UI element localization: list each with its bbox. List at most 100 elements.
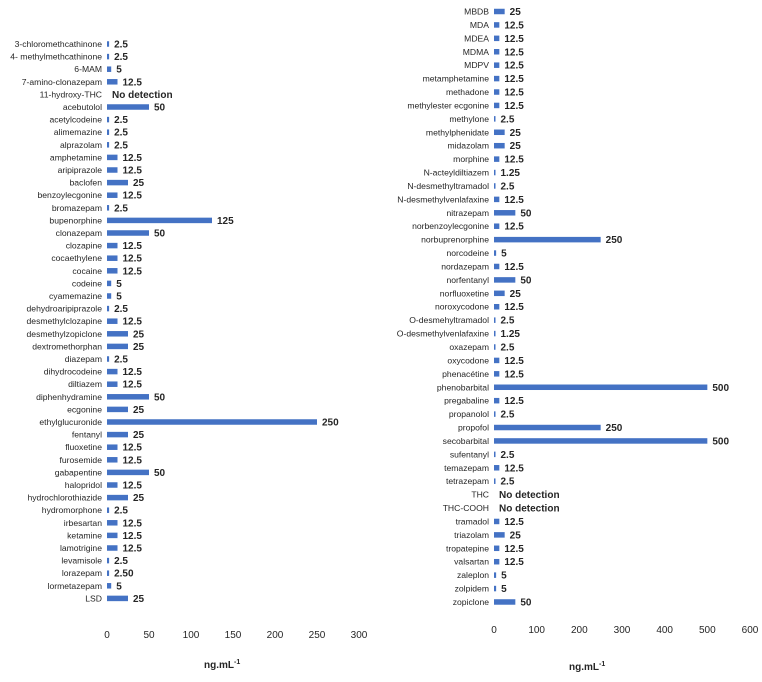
- right-data-label: 12.5: [504, 101, 524, 112]
- left-data-label: 12.5: [123, 77, 143, 88]
- left-bar: [107, 66, 112, 72]
- right-data-label: 250: [606, 235, 623, 246]
- right-category-label: zaleplon: [457, 570, 489, 580]
- left-bar: [107, 406, 128, 413]
- right-data-label: 25: [510, 289, 522, 300]
- right-category-label: triazolam: [454, 530, 489, 540]
- left-data-label: 25: [133, 342, 145, 353]
- right-bar: [494, 397, 500, 404]
- left-bar: [107, 268, 118, 274]
- left-category-label: fluoxetine: [65, 442, 102, 452]
- left-category-label: dihydrocodeine: [44, 367, 103, 377]
- right-x-axis-label: ng.mL-1: [569, 661, 605, 673]
- left-x-tick-label: 200: [267, 630, 284, 641]
- right-category-label: zopiclone: [453, 597, 490, 607]
- right-bar: [494, 424, 601, 431]
- left-data-label: 2.5: [114, 506, 128, 517]
- right-data-label: No detection: [499, 504, 560, 515]
- left-bar: [107, 419, 317, 425]
- right-category-label: oxycodone: [447, 355, 489, 365]
- right-bar: [494, 196, 500, 203]
- left-bar: [107, 192, 118, 198]
- left-bar: [107, 532, 118, 539]
- left-category-label: irbesartan: [64, 518, 102, 528]
- right-data-label: 12.5: [504, 88, 524, 99]
- left-bar: [107, 545, 118, 551]
- right-category-label: norfentanyl: [446, 275, 489, 285]
- right-category-label: propofol: [458, 423, 489, 433]
- left-data-label: 5: [116, 65, 122, 76]
- right-bar: [494, 518, 500, 525]
- left-category-label: ketamine: [67, 530, 102, 540]
- right-bar: [494, 156, 500, 162]
- right-bar: [494, 317, 496, 323]
- right-data-label: 12.5: [504, 155, 524, 166]
- right-category-label: norbenzoylecgonine: [412, 221, 489, 231]
- right-bar: [494, 35, 500, 42]
- right-data-label: 12.5: [504, 356, 524, 367]
- right-data-label: 50: [520, 275, 532, 286]
- right-data-label: 12.5: [504, 74, 524, 85]
- left-category-label: fentanyl: [72, 430, 102, 440]
- left-x-axis-label: ng.mL-1: [204, 659, 240, 671]
- left-category-label: levamisole: [61, 556, 102, 566]
- right-bar: [494, 129, 505, 136]
- left-data-label: 125: [217, 216, 234, 227]
- left-data-label: 25: [133, 329, 145, 340]
- left-data-label: 12.5: [123, 367, 143, 378]
- right-bar: [494, 303, 500, 310]
- right-data-label: 5: [501, 584, 507, 595]
- right-category-label: norfluoxetine: [440, 288, 489, 298]
- right-data-label: 12.5: [504, 61, 524, 72]
- left-data-label: 12.5: [123, 531, 143, 542]
- left-bar: [107, 79, 118, 85]
- left-x-tick-label: 300: [351, 630, 368, 641]
- left-bar: [107, 520, 118, 526]
- right-category-label: noroxycodone: [435, 302, 489, 312]
- right-bar: [494, 169, 496, 176]
- left-category-label: gabapentine: [55, 467, 103, 477]
- left-data-label: 12.5: [123, 166, 143, 177]
- right-bar: [494, 277, 516, 283]
- left-data-label: 250: [322, 418, 339, 429]
- right-bar: [494, 223, 500, 229]
- right-data-label: 500: [712, 436, 729, 447]
- right-x-tick-label: 400: [656, 625, 673, 636]
- right-bar: [494, 75, 500, 82]
- left-data-label: 2.5: [114, 115, 128, 126]
- right-category-label: THC-COOH: [443, 503, 489, 513]
- right-bar: [494, 116, 496, 122]
- left-bar: [107, 230, 149, 236]
- left-bar: [107, 444, 118, 450]
- right-x-tick-label: 600: [742, 625, 759, 636]
- right-bar: [494, 572, 497, 578]
- right-category-label: THC: [471, 490, 489, 500]
- left-data-label: 50: [154, 229, 166, 240]
- right-data-label: 12.5: [504, 222, 524, 233]
- left-bar: [107, 305, 110, 312]
- left-bar: [107, 280, 112, 287]
- right-category-label: zolpidem: [455, 584, 489, 594]
- right-bar: [494, 599, 516, 605]
- left-data-label: 12.5: [123, 544, 143, 555]
- right-data-label: 50: [520, 208, 532, 219]
- left-data-label: 12.5: [123, 518, 143, 529]
- left-category-label: hydrochlorothiazide: [27, 493, 102, 503]
- right-category-label: N-desmethyltramadol: [407, 181, 489, 191]
- left-category-label: 7-amino-clonazepam: [22, 77, 102, 87]
- left-data-label: 2.5: [114, 355, 128, 366]
- right-bar: [494, 558, 500, 565]
- right-category-label: N-acteyldiltiazem: [424, 168, 489, 178]
- right-category-label: valsartan: [454, 557, 489, 567]
- left-bar: [107, 255, 118, 261]
- left-bar: [107, 469, 149, 476]
- left-category-label: cocaine: [72, 266, 102, 276]
- left-bar: [107, 457, 118, 463]
- left-bar: [107, 217, 212, 224]
- left-bar: [107, 293, 112, 299]
- right-bar: [494, 22, 500, 28]
- right-data-label: 2.5: [501, 316, 515, 327]
- left-bar: [107, 331, 128, 337]
- left-category-label: codeine: [72, 278, 102, 288]
- left-bar: [107, 318, 118, 324]
